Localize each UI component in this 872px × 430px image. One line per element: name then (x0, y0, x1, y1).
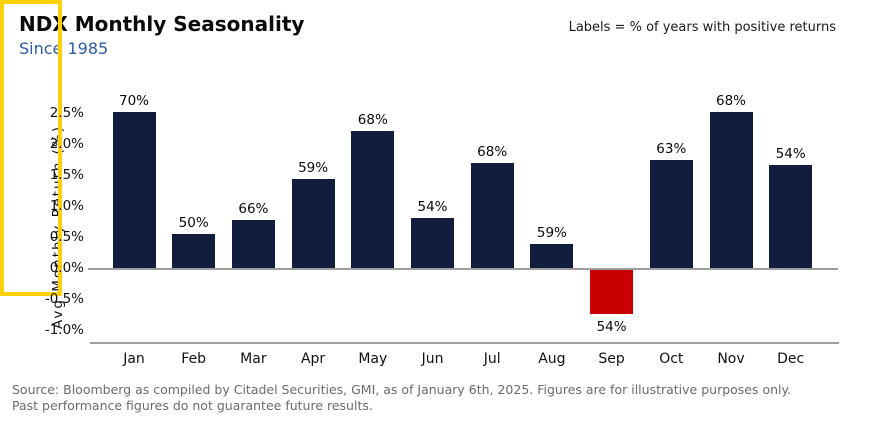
highlight-box-jan (0, 0, 62, 296)
y-tick-label-20: 2.0% (49, 135, 84, 152)
bar-feb (172, 233, 216, 269)
y-tick-label-00: 0.0% (49, 260, 84, 276)
y-tick-label-15: 1.5% (49, 166, 84, 183)
x-tick-label-jun: Jun (421, 351, 444, 367)
x-tick-label-jan: Jan (123, 351, 145, 367)
bar-value-label-aug: 59% (536, 225, 567, 242)
source-line-2: Past performance figures do not guarante… (12, 398, 373, 413)
bar-mar (231, 220, 275, 269)
bar-jan (112, 112, 156, 269)
bar-value-label-sep: 54% (596, 319, 627, 336)
labels-legend-note: Labels = % of years with positive return… (568, 20, 836, 35)
bar-value-label-nov: 68% (715, 92, 746, 109)
x-tick-label-may: May (358, 351, 388, 367)
bar-jun (411, 217, 454, 269)
y-tick-label-05: 0.5% (49, 228, 84, 245)
y-tick-label-25: 2.5% (49, 104, 84, 121)
bar-value-label-feb: 50% (178, 214, 209, 231)
x-tick-label-nov: Nov (717, 351, 745, 367)
chart-subtitle: Since 1985 (19, 39, 109, 58)
bar-nov (709, 111, 753, 269)
bar-jul (470, 163, 514, 269)
x-tick-label-oct: Oct (659, 351, 684, 367)
bar-oct (649, 160, 693, 269)
y-tick-label-neg05: -0.5% (44, 291, 84, 308)
x-tick-label-apr: Apr (300, 351, 326, 367)
bar-value-label-mar: 66% (238, 201, 269, 218)
x-tick-label-jul: Jul (483, 351, 501, 367)
y-tick-label-neg10: -1.0% (44, 322, 84, 339)
x-tick-label-feb: Feb (181, 351, 207, 367)
chart-title: NDX Monthly Seasonality (19, 12, 305, 36)
bar-value-label-jun: 54% (417, 198, 448, 215)
bar-apr (291, 179, 335, 269)
x-tick-label-dec: Dec (777, 351, 805, 367)
x-tick-label-aug: Aug (538, 351, 566, 367)
bar-value-label-may: 68% (357, 111, 388, 128)
y-tick-label-10: 1.0% (49, 197, 84, 214)
bar-dec (769, 164, 813, 269)
bar-may (351, 130, 395, 269)
bar-value-label-apr: 59% (298, 160, 329, 177)
bar-value-label-oct: 63% (656, 141, 687, 158)
x-tick-label-mar: Mar (240, 351, 267, 367)
zero-gridline (88, 268, 838, 270)
x-axis-line (90, 342, 839, 344)
bar-sep (590, 269, 634, 315)
source-line-1: Source: Bloomberg as compiled by Citadel… (12, 382, 792, 397)
bar-value-label-jul: 68% (477, 144, 508, 161)
bar-value-label-jan: 70% (118, 93, 149, 110)
x-tick-label-sep: Sep (598, 351, 625, 367)
bar-aug (530, 244, 574, 269)
bar-value-label-dec: 54% (775, 145, 806, 162)
